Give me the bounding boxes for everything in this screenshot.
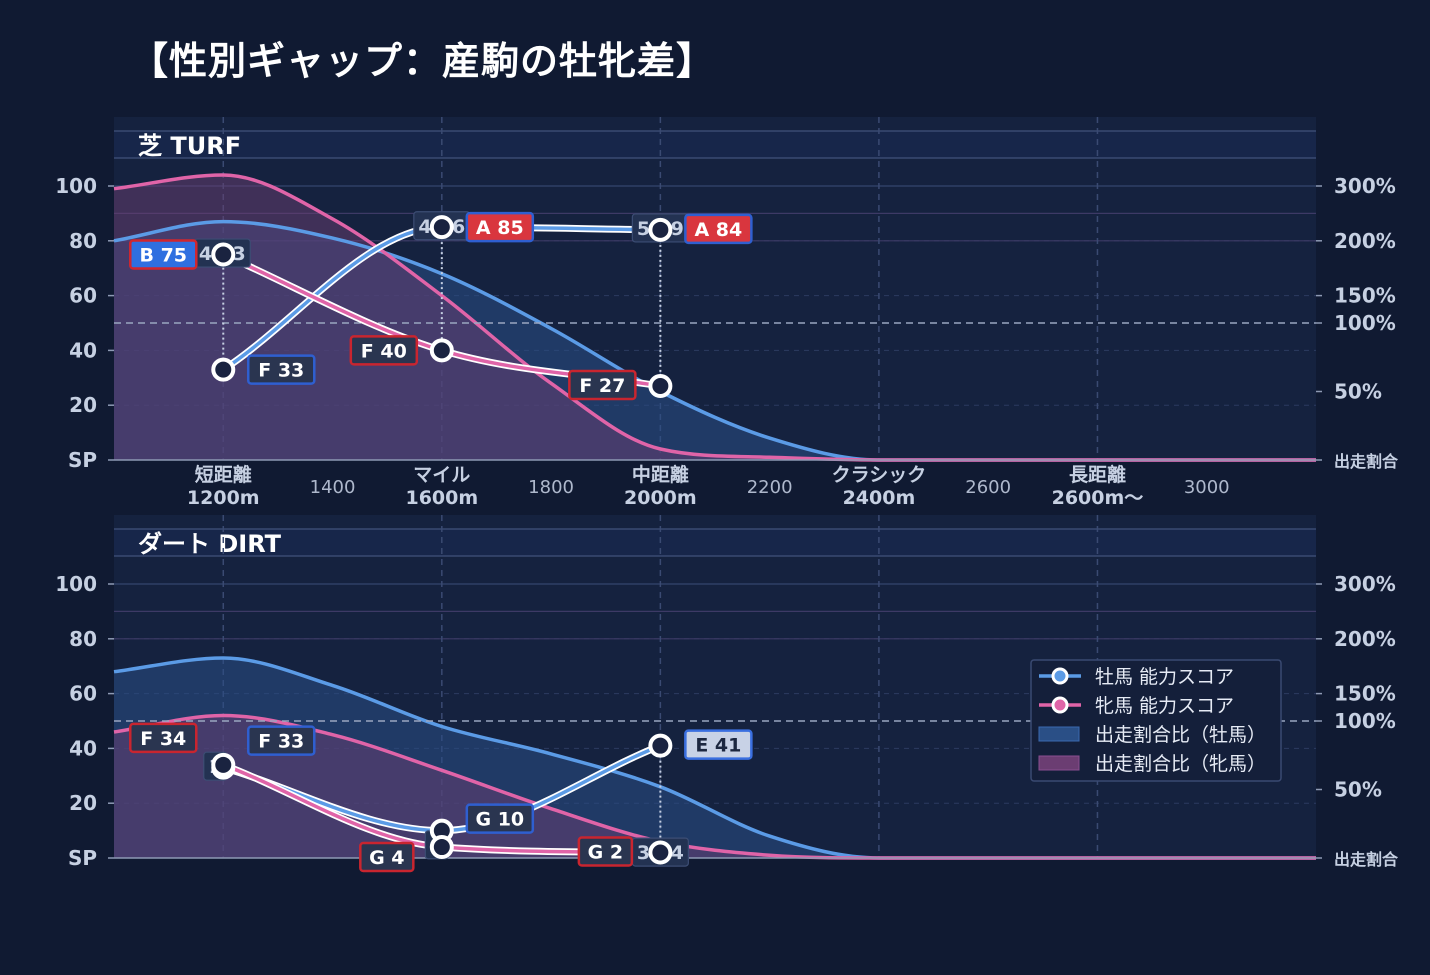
x-category-sublabel: 1600m — [405, 487, 478, 509]
female-score-point — [648, 374, 673, 399]
female-ratio-area — [114, 175, 1316, 460]
female-score-point — [211, 242, 236, 267]
female-score-point — [429, 338, 454, 363]
x-tick-label: 3000 — [1184, 477, 1230, 498]
grade-badge — [465, 803, 535, 834]
title-band — [114, 131, 1316, 158]
female-ratio-area — [114, 715, 1316, 858]
y-tick-label: 80 — [69, 627, 97, 651]
y-tick-label: 20 — [69, 791, 97, 815]
grade-badge — [684, 213, 753, 245]
x-tick-label: 2200 — [747, 477, 793, 498]
grade-badge-label: F 34 — [140, 728, 186, 750]
x-tick-label: 2600 — [965, 477, 1011, 498]
y2-tick-label: 出走割合 — [1334, 850, 1399, 869]
legend-label: 牝馬 能力スコア — [1095, 695, 1234, 717]
y2-tick-label: 200% — [1334, 229, 1396, 253]
grade-badge-label: F 33 — [258, 731, 304, 753]
x-category-sublabel: 2000m — [624, 487, 697, 509]
y2-tick-label: 50% — [1334, 380, 1382, 404]
y-tick-label: 80 — [69, 229, 97, 253]
panel-title: ダート DIRT — [138, 530, 282, 558]
legend-label: 牡馬 能力スコア — [1095, 666, 1234, 688]
grade-badge — [465, 211, 535, 243]
male-score-point — [211, 357, 236, 382]
male-score-point — [429, 215, 454, 240]
y-tick-label: SP — [68, 846, 97, 870]
y-tick-label: 60 — [69, 284, 97, 308]
grade-badge-label: A 85 — [476, 217, 524, 239]
female-score-point — [429, 835, 454, 860]
y-tick-label: 100 — [55, 174, 97, 198]
female-score-point — [211, 752, 236, 777]
legend-label: 出走割合比（牡馬） — [1095, 724, 1266, 746]
y2-tick-label: 300% — [1334, 174, 1396, 198]
x-category-sublabel: 2400m — [843, 487, 916, 509]
x-category-sublabel: 1200m — [187, 487, 260, 509]
y-tick-label: 100 — [55, 572, 97, 596]
legend-patch-swatch — [1038, 755, 1080, 771]
y-tick-label: SP — [68, 448, 97, 472]
female-score-point — [648, 840, 673, 865]
grade-badge-label: F 33 — [258, 360, 304, 382]
grade-badge-label: A 84 — [694, 219, 742, 241]
y2-tick-label: 150% — [1334, 682, 1396, 706]
y2-tick-label: 150% — [1334, 284, 1396, 308]
grade-badge-label: E 41 — [695, 735, 741, 757]
y2-tick-label: 100% — [1334, 311, 1396, 335]
panel-title: 芝 TURF — [138, 132, 241, 160]
x-category-label: クラシック — [832, 464, 927, 486]
x-category-label: 中距離 — [632, 463, 689, 486]
y-tick-label: 20 — [69, 393, 97, 417]
x-category-sublabel: 2600m〜 — [1052, 487, 1144, 509]
grade-badge — [568, 369, 637, 401]
grade-badge — [359, 841, 415, 873]
dirt-panel: ダート DIRT SP 20 40 60 80 100 出走割合 50% 100% 150% 200%… — [55, 515, 1399, 873]
grade-badge — [349, 335, 419, 366]
grade-badge-label: F 40 — [361, 340, 407, 362]
x-category-label: 短距離 — [195, 463, 252, 486]
grade-badge — [129, 722, 198, 754]
y-tick-label: 40 — [69, 338, 97, 362]
y2-tick-label: 出走割合 — [1334, 452, 1399, 471]
turf-panel: 芝 TURF SP 20 40 60 80 100 出走割合 50% 100% 150% 200% 30… — [55, 117, 1399, 509]
grade-badge — [684, 729, 753, 760]
x-tick-label: 1400 — [310, 477, 356, 498]
male-score-point — [648, 733, 673, 758]
grade-badge-label: B 75 — [139, 245, 187, 267]
grade-badge-label: G 2 — [588, 842, 623, 864]
y-tick-label: 40 — [69, 736, 97, 760]
grade-badge — [129, 239, 198, 270]
legend-marker-swatch — [1051, 696, 1069, 714]
legend-label: 出走割合比（牝馬） — [1095, 753, 1266, 775]
grade-badge-label: G 4 — [369, 847, 404, 869]
x-category-label: マイル — [413, 464, 470, 486]
y2-tick-label: 50% — [1334, 778, 1382, 802]
legend-box — [1030, 659, 1282, 782]
legend-marker-swatch — [1051, 667, 1069, 685]
grade-badge — [577, 836, 634, 867]
y2-tick-label: 200% — [1334, 627, 1396, 651]
grade-badge-label: F 27 — [579, 375, 625, 397]
title-band — [114, 529, 1316, 556]
male-score-point — [648, 217, 673, 242]
y-tick-label: 60 — [69, 682, 97, 706]
y2-tick-label: 100% — [1334, 709, 1396, 733]
legend-patch-swatch — [1038, 726, 1080, 742]
page-title: 【性別ギャップ：産駒の牡牝差】 — [130, 39, 716, 83]
y2-tick-label: 300% — [1334, 572, 1396, 596]
x-tick-label: 1800 — [528, 477, 574, 498]
x-category-label: 長距離 — [1069, 463, 1126, 486]
grade-badge — [247, 354, 316, 385]
grade-badge — [247, 725, 316, 756]
grade-badge-label: G 10 — [475, 809, 524, 831]
